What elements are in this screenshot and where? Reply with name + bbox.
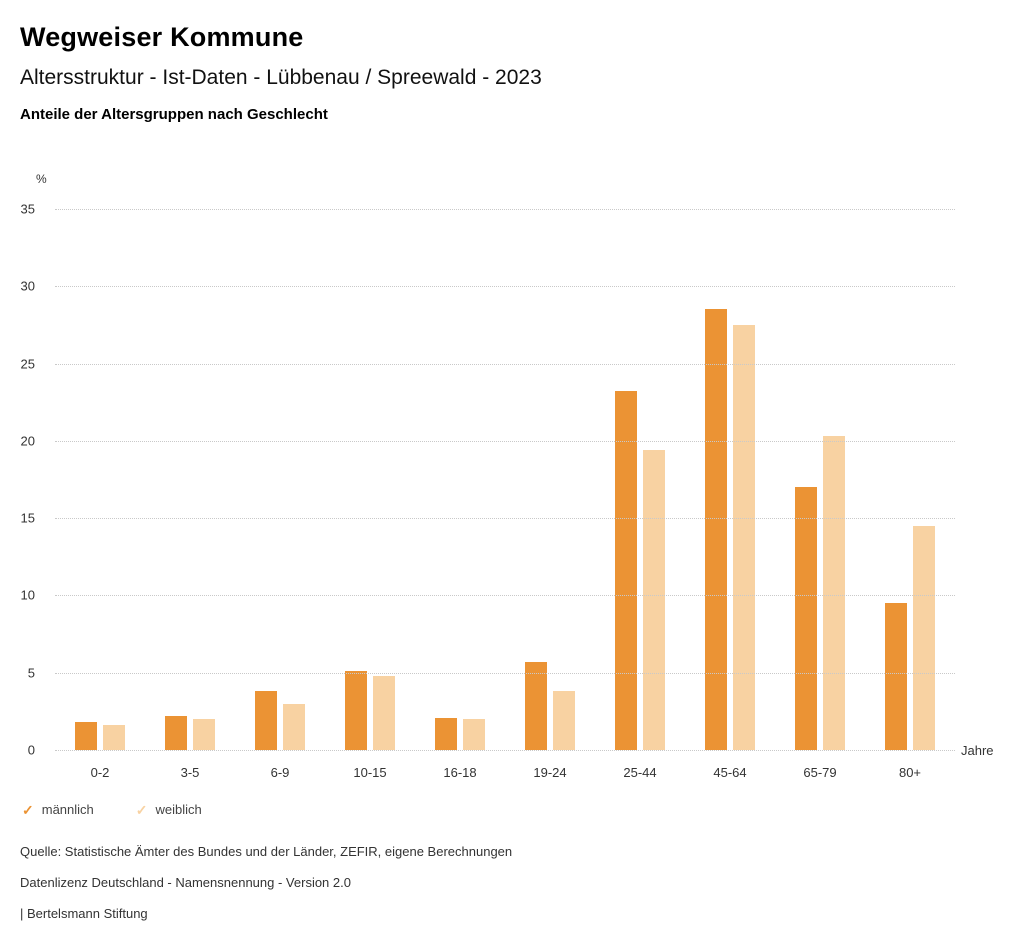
x-tick-label: 80+ (898, 765, 922, 780)
check-icon: ✓ (135, 801, 148, 818)
bar-male[interactable] (75, 722, 97, 750)
legend-label: weiblich (155, 802, 202, 817)
legend: ✓ männlich ✓ weiblich (22, 802, 202, 817)
gridline (55, 750, 955, 751)
check-icon: ✓ (22, 801, 34, 818)
y-tick-label: 25 (20, 356, 35, 372)
bar-male[interactable] (705, 309, 727, 750)
bar-group (775, 209, 865, 750)
bar-female[interactable] (193, 719, 215, 750)
page-title: Wegweiser Kommune (20, 22, 304, 52)
bar-female[interactable] (823, 436, 845, 750)
bar-female[interactable] (103, 725, 125, 750)
bar-male[interactable] (615, 391, 637, 750)
bar-group (505, 209, 595, 750)
y-tick-label: 15 (20, 510, 35, 526)
y-tick-label: 5 (27, 665, 35, 681)
gridline (55, 440, 955, 442)
bar-female[interactable] (643, 450, 665, 750)
x-tick-label: 16-18 (443, 765, 477, 780)
attribution-note: | Bertelsmann Stiftung (20, 906, 148, 921)
license-note: Datenlizenz Deutschland - Namensnennung … (20, 875, 351, 890)
bar-group (325, 209, 415, 750)
source-note: Quelle: Statistische Ämter des Bundes un… (20, 844, 513, 859)
bar-female[interactable] (553, 691, 575, 750)
y-tick-label: 20 (20, 433, 35, 449)
x-tick-label: 25-44 (623, 765, 657, 780)
y-axis-unit-label: % (36, 172, 47, 186)
bar-female[interactable] (733, 324, 755, 750)
bar-group (685, 209, 775, 750)
y-tick-label: 30 (20, 278, 35, 294)
bar-male[interactable] (435, 717, 457, 750)
x-tick-label: 0-2 (90, 765, 110, 780)
gridline (55, 363, 955, 365)
x-tick-label: 6-9 (270, 765, 290, 780)
x-tick-label: 65-79 (803, 765, 837, 780)
plot-area: Jahre 0 5 10 15 20 25 30 35 (21, 202, 994, 759)
x-tick-label: 19-24 (533, 765, 567, 780)
bar-male[interactable] (525, 661, 547, 750)
bar-male[interactable] (795, 487, 817, 750)
bar-male[interactable] (165, 716, 187, 750)
bar-groups (55, 209, 955, 750)
legend-item-male[interactable]: ✓ männlich (22, 802, 94, 817)
y-tick-label: 0 (27, 742, 35, 758)
gridline (55, 518, 955, 520)
bar-female[interactable] (463, 719, 485, 750)
x-axis-unit-label: Jahre (961, 743, 994, 758)
chart-subtitle: Anteile der Altersgruppen nach Geschlech… (20, 106, 328, 123)
legend-label: männlich (41, 802, 94, 817)
bar-group (415, 209, 505, 750)
gridline (55, 672, 955, 674)
bar-group (235, 209, 325, 750)
footer: Quelle: Statistische Ämter des Bundes un… (20, 845, 512, 938)
bar-male[interactable] (255, 691, 277, 750)
bar-group (55, 209, 145, 750)
y-tick-label: 10 (20, 587, 35, 603)
bar-female[interactable] (913, 525, 935, 750)
chart-title: Altersstruktur - Ist-Daten - Lübbenau / … (20, 66, 542, 89)
bar-group (865, 209, 955, 750)
legend-item-female[interactable]: ✓ weiblich (136, 802, 202, 817)
x-tick-label: 3-5 (180, 765, 200, 780)
bar-female[interactable] (283, 703, 305, 750)
bar-male[interactable] (345, 671, 367, 750)
x-tick-label: 45-64 (713, 765, 747, 780)
gridline (55, 595, 955, 597)
bar-male[interactable] (885, 603, 907, 750)
gridline (55, 209, 955, 210)
bar-female[interactable] (373, 675, 395, 750)
bar-group (595, 209, 685, 750)
y-tick-label: 35 (20, 201, 35, 217)
x-tick-label: 10-15 (353, 765, 387, 780)
bar-group (145, 209, 235, 750)
x-axis-labels: 0-2 3-5 6-9 10-15 16-18 19-24 25-44 45-64 65-79 8… (55, 765, 955, 780)
gridline (55, 286, 955, 288)
